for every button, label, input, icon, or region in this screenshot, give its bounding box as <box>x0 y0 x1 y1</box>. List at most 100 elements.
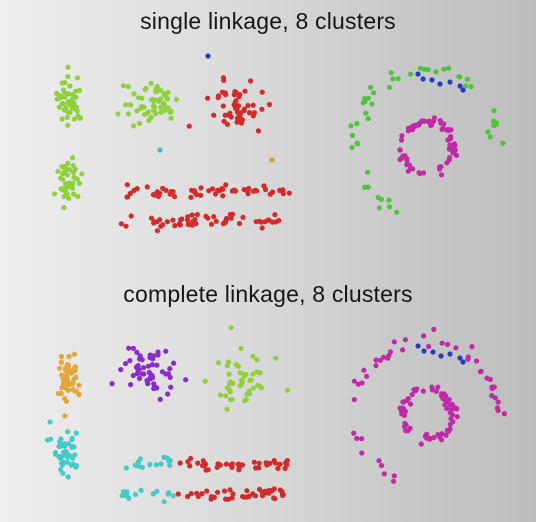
point-chart0-cluster6-24 <box>425 67 431 73</box>
point-chart0-cluster5-52 <box>240 214 246 220</box>
point-chart0-cluster3-25 <box>235 109 241 115</box>
point-chart1-cluster1-34 <box>69 435 75 441</box>
point-chart1-cluster7-3 <box>230 491 236 497</box>
point-chart0-cluster7-2 <box>438 172 445 178</box>
point-chart0-cluster7-29 <box>417 170 423 177</box>
point-chart0-cluster1-27 <box>61 204 67 211</box>
point-chart1-cluster3-45 <box>229 396 235 403</box>
point-chart0-cluster6-43 <box>387 204 393 210</box>
point-chart0-cluster5-33 <box>222 220 228 226</box>
point-chart1-cluster9-49 <box>424 435 430 441</box>
point-chart1-cluster3-24 <box>237 370 243 376</box>
point-chart1-cluster8-45 <box>355 381 361 387</box>
point-chart1-cluster9-58 <box>448 416 454 422</box>
point-chart0-cluster5-8 <box>123 223 129 229</box>
point-chart1-cluster8-23 <box>391 339 397 345</box>
point-chart0-cluster5-19 <box>170 217 176 223</box>
point-chart0-cluster7-51 <box>448 147 455 153</box>
point-chart0-cluster3-42 <box>232 89 238 95</box>
point-chart1-cluster2-48 <box>139 357 145 363</box>
point-chart1-cluster9-64 <box>409 391 415 398</box>
point-chart1-cluster3-20 <box>224 385 230 391</box>
point-chart1-cluster3-26 <box>227 389 233 395</box>
point-chart1-cluster2-20 <box>165 391 171 397</box>
point-chart0-cluster7-54 <box>410 166 416 172</box>
point-chart0-cluster4-43 <box>267 191 273 197</box>
point-chart0-cluster6-36 <box>354 140 360 146</box>
point-chart0-cluster5-54 <box>177 222 183 228</box>
point-chart0-cluster1-24 <box>60 186 66 192</box>
point-chart0-cluster6-39 <box>487 134 493 140</box>
point-chart1-cluster2-32 <box>163 348 169 354</box>
point-chart0-cluster0-13 <box>67 83 73 89</box>
point-chart0-cluster2-52 <box>165 105 171 111</box>
point-chart0-cluster2-42 <box>158 109 164 115</box>
point-chart1-cluster8-32 <box>495 399 501 405</box>
point-chart1-cluster2-53 <box>154 385 160 391</box>
point-chart0-cluster6-19 <box>464 76 470 82</box>
point-chart1-cluster2-51 <box>167 374 173 380</box>
point-chart1-cluster4-11 <box>161 454 167 460</box>
point-chart0-cluster6-38 <box>456 74 462 80</box>
point-chart0-cluster0-38 <box>59 116 65 122</box>
point-chart1-cluster4-0 <box>167 462 173 468</box>
point-chart0-cluster3-20 <box>211 112 217 118</box>
point-chart1-cluster0-41 <box>70 387 76 393</box>
point-chart0-cluster0-20 <box>74 75 81 81</box>
point-chart1-cluster3-3 <box>216 360 222 366</box>
point-chart0-cluster4-44 <box>125 194 131 200</box>
point-chart1-cluster8-1 <box>400 347 406 353</box>
point-chart1-cluster6-32 <box>236 462 242 468</box>
point-chart1-cluster3-16 <box>217 392 224 398</box>
point-chart0-cluster1-8 <box>52 191 58 197</box>
point-chart1-cluster9-59 <box>444 427 450 433</box>
point-chart1-cluster7-2 <box>204 488 210 494</box>
point-chart1-cluster1-10 <box>65 459 71 465</box>
point-chart1-cluster8-27 <box>373 357 379 363</box>
point-chart0-cluster6-4 <box>369 101 375 107</box>
point-chart0-cluster1-36 <box>64 184 70 190</box>
point-chart0-cluster6-20 <box>376 205 382 211</box>
point-chart0-cluster5-9 <box>148 215 155 221</box>
point-chart1-cluster0-6 <box>62 413 68 419</box>
point-chart0-cluster0-30 <box>71 116 77 122</box>
point-chart0-cluster2-5 <box>134 108 140 114</box>
point-chart1-cluster8-34 <box>351 397 357 403</box>
point-chart1-cluster9-50 <box>447 421 453 427</box>
point-chart1-cluster8-3 <box>469 344 475 350</box>
point-chart1-cluster6-38 <box>202 463 208 469</box>
point-chart1-cluster8-26 <box>484 375 490 381</box>
point-chart1-cluster8-13 <box>426 343 432 350</box>
point-chart1-cluster7-32 <box>227 487 233 493</box>
point-chart1-cluster7-27 <box>271 495 277 501</box>
point-chart1-cluster9-68 <box>399 411 405 417</box>
point-chart1-cluster6-3 <box>177 460 183 466</box>
point-chart1-cluster2-13 <box>134 349 140 355</box>
point-chart0-cluster5-40 <box>259 225 265 231</box>
point-chart0-cluster3-37 <box>248 78 254 84</box>
point-chart0-cluster1-26 <box>72 166 78 172</box>
point-chart0-cluster4-35 <box>250 188 256 194</box>
point-chart0-cluster2-14 <box>153 111 159 117</box>
point-chart0-cluster2-24 <box>139 103 145 110</box>
point-chart1-cluster8-41 <box>385 355 391 361</box>
point-chart0-cluster6-33 <box>348 123 354 129</box>
point-chart1-cluster9-52 <box>403 428 409 434</box>
point-chart0-cluster6-41 <box>468 84 474 90</box>
point-chart0-cluster5-13 <box>184 217 191 223</box>
point-chart0-cluster5-22 <box>208 221 215 227</box>
point-chart0-cluster6-27 <box>386 197 392 203</box>
point-chart1-cluster6-13 <box>256 460 262 466</box>
point-chart0-cluster8-2 <box>429 77 435 83</box>
point-chart0-cluster8-5 <box>457 83 463 89</box>
point-chart1-cluster8-19 <box>364 373 370 379</box>
point-chart0-cluster3-29 <box>233 98 239 104</box>
point-chart0-cluster7-58 <box>448 127 454 133</box>
point-chart1-cluster9-66 <box>449 401 455 407</box>
point-chart0-cluster7-48 <box>397 147 403 153</box>
point-chart0-cluster0-24 <box>56 104 62 110</box>
point-chart1-cluster3-33 <box>224 406 230 412</box>
point-chart1-cluster6-31 <box>251 459 257 465</box>
point-chart0-cluster7-66 <box>419 118 425 124</box>
point-chart1-cluster8-29 <box>376 458 382 464</box>
